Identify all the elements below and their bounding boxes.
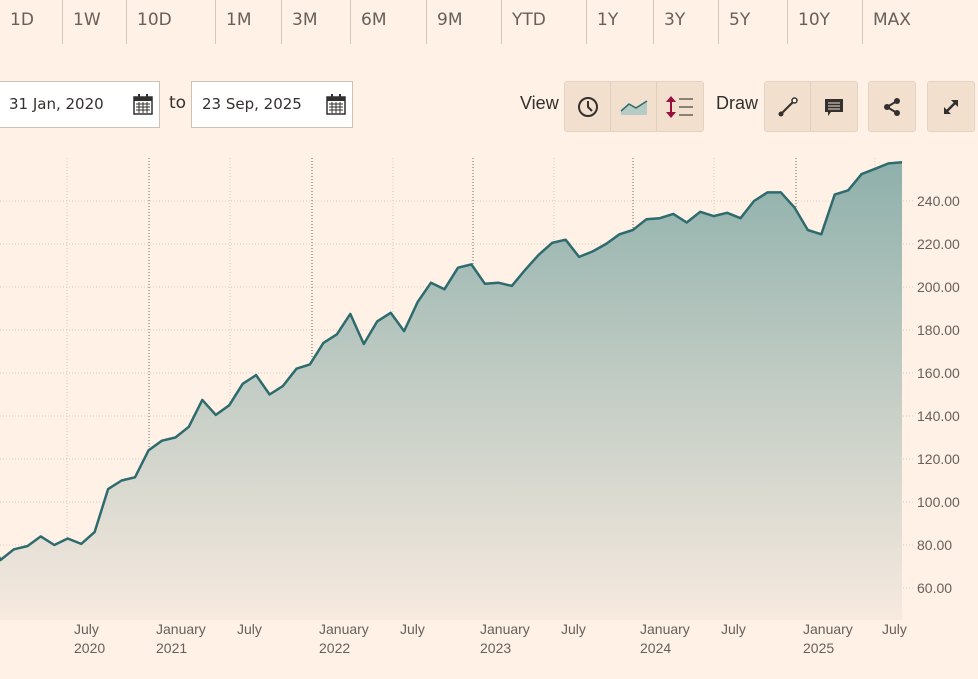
expand-icon (944, 99, 958, 114)
period-1d[interactable]: 1D (0, 0, 63, 44)
y-tick-label: 180.00 (917, 322, 960, 338)
y-tick-label: 80.00 (917, 537, 952, 553)
price-line[interactable] (0, 161, 903, 562)
period-selector: 1D 1W 10D 1M 3M 6M 9M YTD 1Y 3Y 5Y 10Y MAX (0, 0, 978, 44)
time-view-button[interactable] (565, 82, 611, 131)
fullscreen-button[interactable] (928, 82, 974, 131)
start-date-value: 31 Jan, 2020 (9, 95, 104, 113)
period-5y[interactable]: 5Y (719, 0, 788, 44)
share-icon (884, 97, 900, 116)
draw-buttons (764, 81, 858, 132)
area-fill (0, 162, 902, 620)
price-chart[interactable]: 240.00 220.00 200.00 180.00 160.00 140.00 120.… (0, 150, 978, 679)
x-tick-label: January (319, 621, 369, 637)
share-group (868, 81, 916, 132)
period-6m[interactable]: 6M (351, 0, 427, 44)
period-1y[interactable]: 1Y (587, 0, 654, 44)
chart-type-button[interactable] (611, 82, 657, 131)
to-label: to (169, 93, 187, 113)
x-tick-year: 2024 (640, 640, 671, 656)
x-tick-year: 2022 (319, 640, 350, 656)
area-chart-icon (620, 99, 647, 115)
calendar-icon[interactable] (133, 93, 153, 115)
draw-label: Draw (716, 93, 759, 113)
period-10y[interactable]: 10Y (788, 0, 863, 44)
x-tick-year: 2025 (803, 640, 834, 656)
x-tick-label: January (156, 621, 206, 637)
period-1w[interactable]: 1W (63, 0, 127, 44)
period-9m[interactable]: 9M (427, 0, 502, 44)
calendar-icon[interactable] (326, 93, 346, 115)
start-date-input[interactable]: 31 Jan, 2020 (0, 81, 160, 128)
view-buttons (564, 81, 704, 132)
period-1m[interactable]: 1M (216, 0, 282, 44)
x-tick-label: July (400, 621, 425, 637)
y-tick-label: 100.00 (917, 494, 960, 510)
period-max[interactable]: MAX (873, 10, 911, 30)
x-tick-label: January (480, 621, 530, 637)
line-tool-icon (778, 96, 798, 116)
y-tick-label: 160.00 (917, 365, 960, 381)
x-tick-label: July (561, 621, 586, 637)
x-tick-label: July (721, 621, 746, 637)
draw-line-button[interactable] (765, 82, 811, 131)
y-tick-label: 220.00 (917, 236, 960, 252)
period-3m[interactable]: 3M (282, 0, 351, 44)
x-tick-year: 2021 (156, 640, 187, 656)
y-tick-label: 140.00 (917, 408, 960, 424)
end-date-input[interactable]: 23 Sep, 2025 (191, 81, 353, 128)
fullscreen-group (927, 81, 975, 132)
y-tick-label: 120.00 (917, 451, 960, 467)
end-date-value: 23 Sep, 2025 (202, 95, 302, 113)
scale-icon (666, 95, 693, 118)
y-tick-label: 240.00 (917, 193, 960, 209)
comment-icon (825, 98, 843, 116)
period-10d[interactable]: 10D (127, 0, 216, 44)
x-tick-label: July (882, 621, 907, 637)
x-tick-label: January (803, 621, 853, 637)
x-tick-label: July (74, 621, 99, 637)
share-button[interactable] (869, 82, 915, 131)
y-tick-label: 200.00 (917, 279, 960, 295)
annotate-button[interactable] (811, 82, 857, 131)
x-tick-year: 2020 (74, 640, 105, 656)
x-tick-label: July (237, 621, 262, 637)
y-tick-label: 60.00 (917, 580, 952, 596)
y-axis-scale-button[interactable] (657, 82, 703, 131)
view-label: View (520, 93, 559, 113)
x-tick-year: 2023 (480, 640, 511, 656)
x-tick-label: January (640, 621, 690, 637)
period-3y[interactable]: 3Y (654, 0, 719, 44)
clock-icon (577, 96, 598, 117)
period-ytd[interactable]: YTD (502, 0, 587, 44)
